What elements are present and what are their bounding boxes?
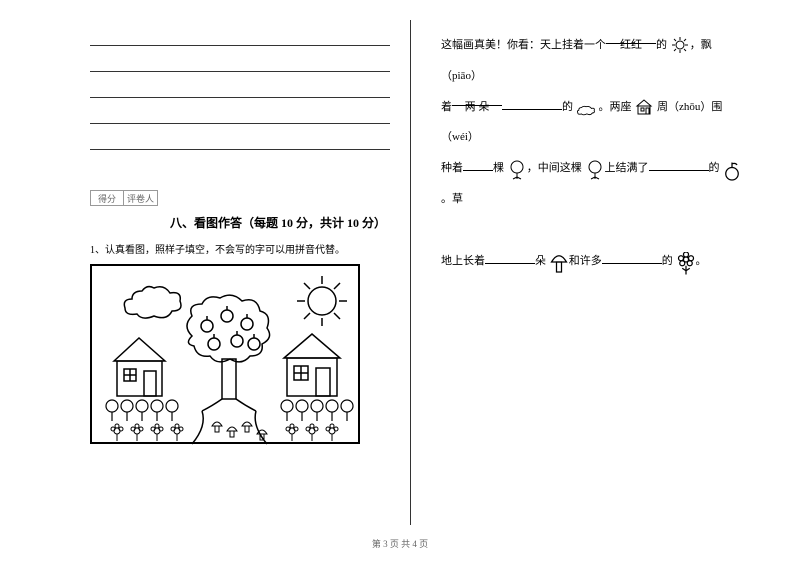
text: 棵: [493, 162, 504, 174]
text: 。: [696, 255, 707, 267]
blank-filled: 两 朵: [452, 92, 502, 106]
text: 。草: [441, 193, 463, 205]
score-table: 得分 评卷人: [90, 190, 390, 206]
blank: [485, 250, 535, 264]
blank: [463, 157, 493, 171]
sun-icon: [670, 36, 690, 54]
text: 地上长着: [441, 255, 485, 267]
score-cell-score: 得分: [90, 190, 124, 206]
text: 。两座: [599, 101, 632, 113]
writing-line: [90, 124, 390, 150]
page-footer: 第 3 页 共 4 页: [0, 537, 800, 550]
blank: [602, 250, 662, 264]
fill-paragraph: 这幅画真美！你看：天上挂着一个红红的 ，飘（piāo） 着两 朵的 。两座 周（…: [441, 30, 750, 276]
text: 的: [656, 39, 667, 51]
left-column: 得分 评卷人 八、看图作答（每题 10 分，共计 10 分） 1、认真看图，照样…: [90, 20, 410, 525]
writing-line: [90, 98, 390, 124]
score-cell-grader: 评卷人: [124, 190, 158, 206]
text: 朵: [535, 255, 546, 267]
writing-line: [90, 72, 390, 98]
text: 上结满了: [605, 162, 649, 174]
text: 的: [709, 162, 720, 174]
section-title: 八、看图作答（每题 10 分，共计 10 分）: [170, 214, 390, 231]
text: 和许多: [569, 255, 602, 267]
question-text: 1、认真看图，照样子填空，不会写的字可以用拼音代替。: [90, 241, 390, 256]
text: 这幅画真美！你看：天上挂着一个: [441, 39, 606, 51]
writing-lines: [90, 20, 390, 150]
mushroom-icon: [549, 252, 569, 270]
blank-filled: 红红: [606, 30, 656, 44]
text: ，中间这棵: [527, 162, 582, 174]
blank: [502, 96, 562, 110]
writing-line: [90, 46, 390, 72]
apple-icon: [722, 160, 742, 178]
text: 的: [662, 255, 673, 267]
writing-line: [90, 20, 390, 46]
cloud-icon: [576, 98, 596, 116]
flower-icon: [676, 252, 696, 270]
tree-icon: [585, 160, 605, 178]
scene-picture: [90, 264, 360, 444]
text: 着: [441, 101, 452, 113]
tree-icon: [507, 160, 527, 178]
text: 的: [562, 101, 573, 113]
house-icon: [634, 98, 654, 116]
text: 种着: [441, 162, 463, 174]
right-column: 这幅画真美！你看：天上挂着一个红红的 ，飘（piāo） 着两 朵的 。两座 周（…: [410, 20, 750, 525]
blank: [649, 157, 709, 171]
